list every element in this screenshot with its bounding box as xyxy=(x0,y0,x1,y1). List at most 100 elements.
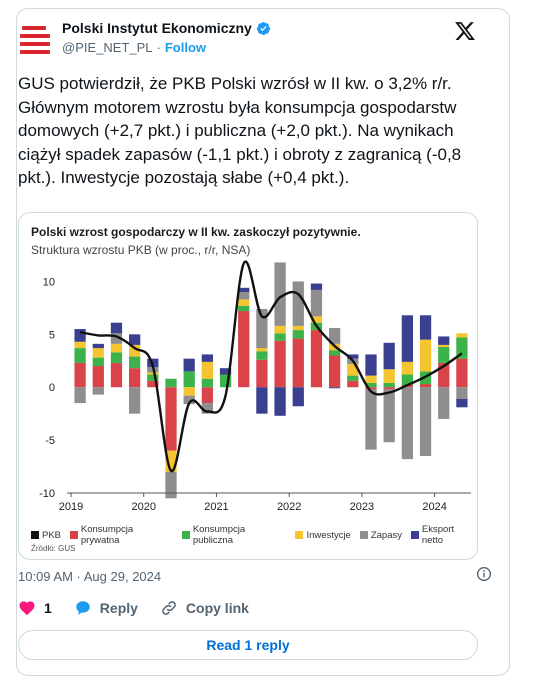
gdp-chart: -10 -5 0 5 10 2019 2020 2021 2022 2023 2024 xyxy=(39,260,471,513)
bar-segment xyxy=(201,354,213,362)
read-replies-button[interactable]: Read 1 reply xyxy=(18,630,478,660)
x-tick-label: 2019 xyxy=(59,501,83,513)
bar-segment xyxy=(292,325,304,331)
bar-segment xyxy=(365,389,377,450)
bar-segment xyxy=(329,355,341,388)
verified-badge-icon xyxy=(256,21,270,35)
bar-segment xyxy=(147,380,159,388)
tweet-timestamp[interactable]: 10:09 AM · Aug 29, 2024 xyxy=(18,569,162,584)
author-avatar[interactable] xyxy=(20,24,52,54)
bar-segment xyxy=(438,336,450,345)
legend-swatch xyxy=(31,531,39,539)
bar-segment xyxy=(165,387,177,451)
bar-segment xyxy=(456,398,468,408)
bar-segment xyxy=(438,344,450,348)
legend-item: PKB xyxy=(31,524,61,546)
bar-segment xyxy=(383,382,395,388)
bar-segment xyxy=(165,378,177,388)
bar-segment xyxy=(201,361,213,379)
bar-segment xyxy=(238,305,250,312)
chart-title: Polski wzrost gospodarczy w II kw. zasko… xyxy=(31,225,361,239)
bar-segment xyxy=(219,374,232,388)
chart-source: Źródło: GUS xyxy=(31,544,76,553)
bar-segment xyxy=(456,337,468,359)
tweet-header: Polski Instytut Ekonomiczny @PIE_NET_PL … xyxy=(18,18,478,62)
bar-segment xyxy=(310,289,323,317)
heart-icon xyxy=(19,601,35,616)
tweet-text: GUS potwierdził, że PKB Polski wzrósł w … xyxy=(18,74,462,187)
bar-segment xyxy=(256,351,268,360)
x-tick-label: 2024 xyxy=(422,501,446,513)
bar-segment xyxy=(129,334,141,345)
bar-segment xyxy=(256,359,268,388)
bar-segment xyxy=(347,380,359,388)
x-tick-label: 2022 xyxy=(277,501,301,513)
bar-segment xyxy=(74,387,86,404)
author-name[interactable]: Polski Instytut Ekonomiczny xyxy=(62,20,252,36)
bar-segment xyxy=(201,387,213,404)
bar-segment xyxy=(365,382,377,388)
bar-segment xyxy=(74,348,86,363)
legend-label: Konsumpcja prywatna xyxy=(80,524,134,546)
handle-separator: · xyxy=(156,40,161,55)
bar-segment xyxy=(292,338,304,388)
x-tick-label: 2021 xyxy=(204,501,228,513)
bar-segment xyxy=(256,348,268,352)
y-tick-label: 5 xyxy=(49,329,55,341)
gdp-line xyxy=(79,260,463,473)
bar-segment xyxy=(419,339,432,372)
bar-segment xyxy=(365,387,377,390)
bar-segment xyxy=(201,403,213,414)
legend-swatch xyxy=(181,531,190,539)
bar-segment xyxy=(165,450,177,472)
bar-segment xyxy=(456,358,468,388)
x-logo-icon[interactable] xyxy=(454,20,476,42)
bar-segment xyxy=(274,262,286,326)
chart-image[interactable]: Polski wzrost gospodarczy w II kw. zasko… xyxy=(18,212,478,560)
bar-segment xyxy=(456,387,468,399)
bar-segment xyxy=(292,281,304,326)
bar-segment xyxy=(438,347,450,363)
bar-segment xyxy=(329,387,341,389)
like-button[interactable]: 1 xyxy=(18,599,52,617)
bar-segment xyxy=(383,387,395,390)
reply-label: Reply xyxy=(99,600,138,616)
bar-segment xyxy=(238,311,250,388)
bar-segment xyxy=(201,378,213,388)
bar-segment xyxy=(383,389,395,443)
bar-segment xyxy=(274,333,286,341)
bar-segment xyxy=(456,333,468,338)
bar-segment xyxy=(110,362,123,388)
bar-segment xyxy=(347,363,359,376)
legend-item: Inwestycje xyxy=(295,524,351,546)
bar-segment xyxy=(110,333,123,344)
bar-segment xyxy=(129,344,141,357)
bar-segment xyxy=(238,299,250,306)
bar-segment xyxy=(292,330,304,339)
reply-button[interactable]: Reply xyxy=(74,599,138,617)
info-icon[interactable] xyxy=(476,566,492,582)
bar-segment xyxy=(329,350,341,356)
bar-segment xyxy=(219,368,232,375)
bar-segment xyxy=(365,375,377,383)
x-tick-label: 2020 xyxy=(131,501,155,513)
bar-segment xyxy=(274,340,286,388)
legend-label: PKB xyxy=(42,529,62,541)
bar-segment xyxy=(183,387,195,396)
bar-segment xyxy=(383,369,395,383)
legend-swatch xyxy=(295,531,304,539)
author-handle[interactable]: @PIE_NET_PL xyxy=(62,40,153,55)
legend-label: Zapasy xyxy=(370,529,402,541)
bar-segment xyxy=(74,341,86,349)
bar-segment xyxy=(401,387,413,460)
bar-segment xyxy=(92,348,104,358)
legend-label: Konsumpcja publiczna xyxy=(192,524,246,546)
bar-segment xyxy=(310,316,323,323)
bar-segment xyxy=(92,366,104,388)
y-tick-label: 0 xyxy=(49,382,55,394)
follow-button[interactable]: Follow xyxy=(164,40,207,55)
copy-link-label: Copy link xyxy=(185,600,249,616)
copy-link-button[interactable]: Copy link xyxy=(160,599,249,617)
bar-segment xyxy=(274,325,286,334)
bar-segment xyxy=(419,315,432,340)
